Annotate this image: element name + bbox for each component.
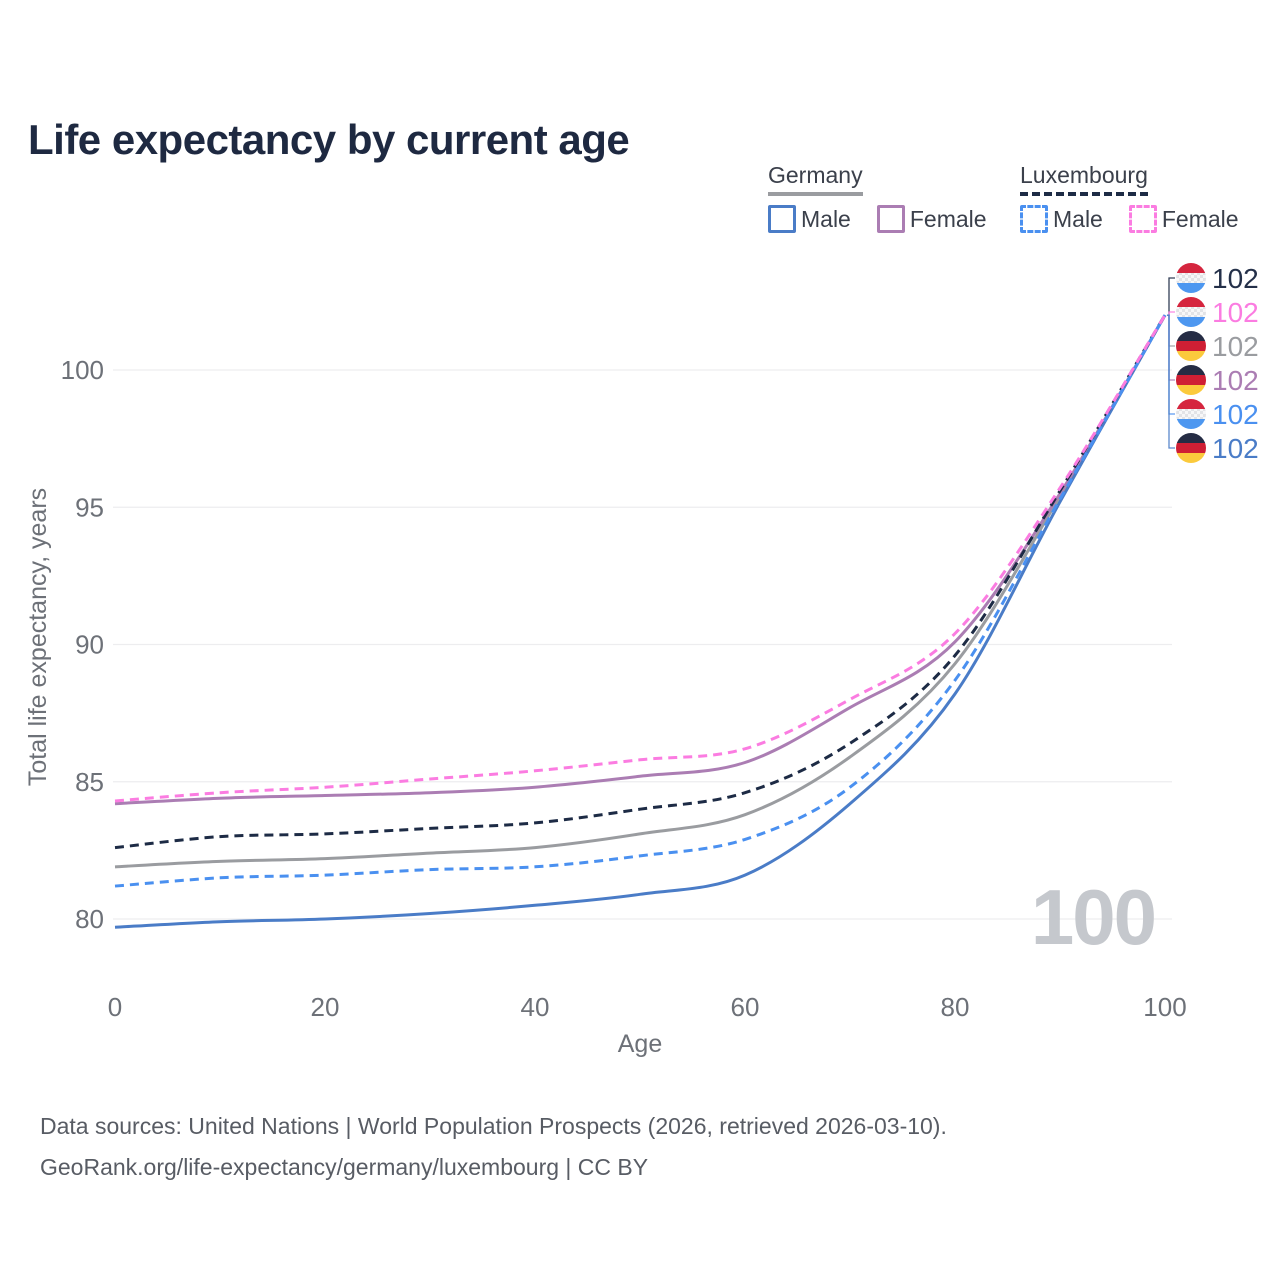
footer-source-line: Data sources: United Nations | World Pop… xyxy=(40,1113,947,1139)
checkbox-germany-male-icon[interactable] xyxy=(768,205,796,233)
leader-line-lu-all xyxy=(1167,277,1175,316)
gridlines xyxy=(113,369,1172,920)
flag-stripe xyxy=(1176,399,1206,409)
flag-icon-lu xyxy=(1176,263,1206,293)
flag-stripe xyxy=(1176,273,1206,283)
x-tick-label-80: 80 xyxy=(941,992,970,1022)
legend-group-luxembourg: Luxembourg Male Female xyxy=(1020,162,1239,233)
flag-icon-lu xyxy=(1176,297,1206,327)
leader-line-de-all xyxy=(1167,314,1175,347)
end-label-de-male: 102 xyxy=(1212,433,1259,464)
leader-line-de-male xyxy=(1167,314,1175,449)
series-line-de-all[interactable] xyxy=(114,314,1167,869)
end-label-lu-female: 102 xyxy=(1212,297,1259,328)
legend-label-luxembourg-female: Female xyxy=(1161,205,1239,232)
legend-item-luxembourg-female[interactable]: Female xyxy=(1128,205,1239,233)
x-tick-label-20: 20 xyxy=(311,992,340,1022)
end-label-de-female: 102 xyxy=(1212,365,1259,396)
age-counter-watermark: 100 xyxy=(1031,873,1155,961)
x-tick-label-0: 0 xyxy=(108,992,122,1022)
flag-stripe xyxy=(1176,419,1206,429)
flag-stripe xyxy=(1176,443,1206,453)
y-tick-label-85: 85 xyxy=(75,767,104,797)
leader-line-lu-male xyxy=(1167,314,1175,415)
axis-ticks: 80 85 90 95 100 0 20 40 60 80 100 xyxy=(61,355,1187,1022)
footer: Data sources: United Nations | World Pop… xyxy=(40,1106,947,1188)
flag-icon-de xyxy=(1176,365,1206,395)
footer-url-line: GeoRank.org/life-expectancy/germany/luxe… xyxy=(40,1154,649,1180)
end-label-de-all: 102 xyxy=(1212,331,1259,362)
flag-stripe xyxy=(1176,341,1206,351)
flag-icon-de xyxy=(1176,433,1206,463)
y-tick-label-90: 90 xyxy=(75,630,104,660)
series-line-lu-female[interactable] xyxy=(114,314,1167,803)
legend-heading-germany[interactable]: Germany xyxy=(768,162,863,196)
flag-stripe xyxy=(1176,283,1206,293)
series-lines xyxy=(114,314,1167,929)
legend-item-luxembourg-male[interactable]: Male xyxy=(1020,205,1103,233)
legend-item-germany-female[interactable]: Female xyxy=(876,205,987,233)
y-tick-label-95: 95 xyxy=(75,492,104,522)
end-label-lu-male: 102 xyxy=(1212,399,1259,430)
x-axis-title: Age xyxy=(618,1030,662,1058)
page-title: Life expectancy by current age xyxy=(28,116,630,164)
series-line-de-male[interactable] xyxy=(114,314,1167,929)
legend-label-luxembourg-male: Male xyxy=(1053,205,1103,232)
flag-stripe xyxy=(1176,409,1206,419)
flag-stripe xyxy=(1176,385,1206,395)
checkbox-luxembourg-male-icon[interactable] xyxy=(1020,205,1048,233)
series-line-lu-all[interactable] xyxy=(114,314,1167,850)
legend-label-germany-male: Male xyxy=(801,205,851,232)
checkbox-luxembourg-female-icon[interactable] xyxy=(1128,205,1157,233)
legend-heading-luxembourg[interactable]: Luxembourg xyxy=(1020,162,1148,196)
y-axis-title: Total life expectancy, years xyxy=(24,488,52,786)
y-tick-label-80: 80 xyxy=(75,904,104,934)
flag-stripe xyxy=(1176,307,1206,317)
legend-item-germany-male[interactable]: Male xyxy=(768,205,851,233)
y-tick-label-100: 100 xyxy=(61,355,104,385)
flag-stripe xyxy=(1176,453,1206,463)
flag-stripe xyxy=(1176,317,1206,327)
flag-stripe xyxy=(1176,375,1206,385)
flag-stripe xyxy=(1176,433,1206,443)
checkbox-germany-female-icon[interactable] xyxy=(876,205,905,233)
flag-stripe xyxy=(1176,331,1206,341)
end-label-lu-all: 102 xyxy=(1212,263,1259,294)
x-tick-label-40: 40 xyxy=(521,992,550,1022)
flag-stripe xyxy=(1176,297,1206,307)
flag-icon-lu xyxy=(1176,399,1206,429)
flag-stripe xyxy=(1176,263,1206,273)
legend-group-germany: Germany Male Female xyxy=(768,162,987,233)
legend-label-germany-female: Female xyxy=(909,205,987,232)
legend-row-luxembourg: Male Female xyxy=(1020,205,1239,233)
legend-row-germany: Male Female xyxy=(768,205,987,233)
flag-stripe xyxy=(1176,351,1206,361)
flag-stripe xyxy=(1176,365,1206,375)
x-tick-label-60: 60 xyxy=(731,992,760,1022)
x-tick-label-100: 100 xyxy=(1143,992,1186,1022)
flag-icon-de xyxy=(1176,331,1206,361)
series-line-de-female[interactable] xyxy=(114,314,1167,806)
